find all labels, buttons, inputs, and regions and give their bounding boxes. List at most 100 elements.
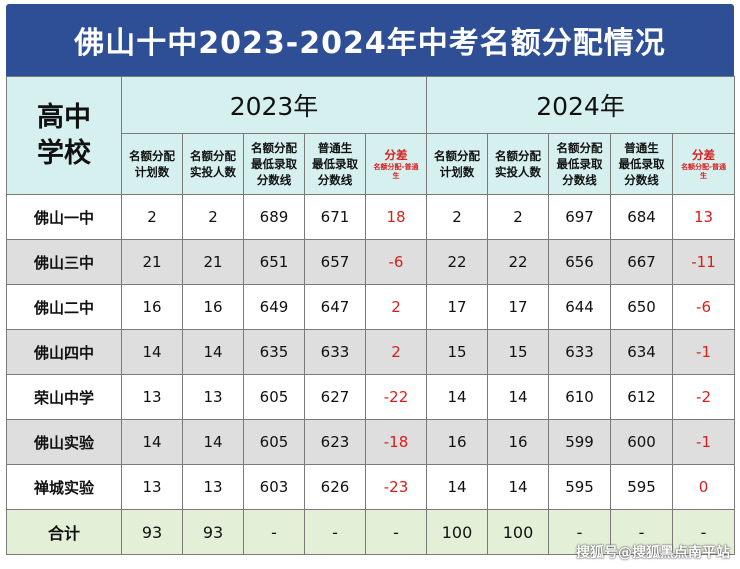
value-cell: 16 xyxy=(487,419,550,465)
diff-cell: - xyxy=(364,509,428,555)
value-cell: 100 xyxy=(487,509,550,555)
col-header-2023-4: 普通生 最低录取 分数线 xyxy=(304,133,366,195)
diff-cell: -18 xyxy=(364,419,428,465)
col-header-2024-2: 名额分配 实投人数 xyxy=(487,133,550,195)
value-cell: 600 xyxy=(610,419,674,465)
value-cell: 635 xyxy=(243,329,305,375)
diff-label: 分差 xyxy=(384,148,408,162)
col-header-2023-3: 名额分配 最低录取 分数线 xyxy=(243,133,305,195)
value-cell: 650 xyxy=(610,284,674,330)
quota-table: 高中 学校 2023年 2024年 名额分配 计划数 名额分配 实投人数 名额分配 最低录… xyxy=(6,76,736,555)
table-row: 荣山中学 13 13 605 627 -22 14 14 610 612 -2 xyxy=(6,374,736,420)
value-cell: 626 xyxy=(304,464,366,510)
diff-cell: 2 xyxy=(364,329,428,375)
diff-note: 生 xyxy=(700,172,708,180)
col-header-2024-3: 名额分配 最低录取 分数线 xyxy=(548,133,612,195)
diff-cell: - xyxy=(672,509,736,555)
diff-cell: 18 xyxy=(364,194,428,240)
value-cell: 671 xyxy=(304,194,366,240)
col-header-line: 最低录取 xyxy=(556,157,603,171)
diff-label: 分差 xyxy=(692,148,716,162)
table-row: 佛山一中 2 2 689 671 18 2 2 697 684 13 xyxy=(6,194,736,240)
school-name: 禅城实验 xyxy=(6,464,122,510)
value-cell: 14 xyxy=(182,329,244,375)
diff-cell: -1 xyxy=(672,419,736,465)
school-name: 佛山一中 xyxy=(6,194,122,240)
diff-header-2023: 分差 名额分配-普通生 xyxy=(364,133,428,195)
value-cell: 17 xyxy=(426,284,489,330)
table-row: 佛山四中 14 14 635 633 2 15 15 633 634 -1 xyxy=(6,329,736,375)
col-header-line: 名额分配 xyxy=(129,149,175,163)
total-row: 合计 93 93- - -100 100- - - xyxy=(6,509,736,555)
page-title: 佛山十中2023-2024年中考名额分配情况 xyxy=(6,4,734,76)
value-cell: 634 xyxy=(610,329,674,375)
col-header-line: 最低录取 xyxy=(251,157,297,171)
value-cell: 599 xyxy=(548,419,612,465)
value-cell: 595 xyxy=(548,464,612,510)
value-cell: 2 xyxy=(121,194,183,240)
value-cell: - xyxy=(243,509,305,555)
col-header-line: 普通生 xyxy=(317,141,353,155)
value-cell: 649 xyxy=(243,284,305,330)
value-cell: 647 xyxy=(304,284,366,330)
value-cell: 623 xyxy=(304,419,366,465)
value-cell: 612 xyxy=(610,374,674,420)
col-header-line: 普通生 xyxy=(624,141,659,155)
value-cell: 16 xyxy=(182,284,244,330)
value-cell: - xyxy=(304,509,366,555)
value-cell: 2 xyxy=(487,194,550,240)
value-cell: 93 xyxy=(121,509,183,555)
value-cell: 684 xyxy=(610,194,674,240)
value-cell: - xyxy=(548,509,612,555)
value-cell: 16 xyxy=(121,284,183,330)
value-cell: 595 xyxy=(610,464,674,510)
value-cell: 15 xyxy=(426,329,489,375)
value-cell: 14 xyxy=(426,464,489,510)
total-label: 合计 xyxy=(6,509,122,555)
value-cell: 610 xyxy=(548,374,612,420)
col-header-line: 最低录取 xyxy=(618,157,665,171)
col-header-2023-1: 名额分配 计划数 xyxy=(121,133,183,195)
value-cell: 17 xyxy=(487,284,550,330)
school-header-line-2: 学校 xyxy=(37,137,91,169)
value-cell: 14 xyxy=(487,374,550,420)
diff-cell: -6 xyxy=(364,239,428,285)
col-header-line: 计划数 xyxy=(439,165,475,179)
school-name: 佛山二中 xyxy=(6,284,122,330)
value-cell: 667 xyxy=(610,239,674,285)
value-cell: 14 xyxy=(426,374,489,420)
value-cell: 644 xyxy=(548,284,612,330)
diff-cell: -1 xyxy=(672,329,736,375)
value-cell: - xyxy=(610,509,674,555)
diff-cell: 0 xyxy=(672,464,736,510)
col-header-2024-1: 名额分配 计划数 xyxy=(426,133,489,195)
value-cell: 13 xyxy=(182,374,244,420)
value-cell: 13 xyxy=(121,374,183,420)
col-header-line: 分数线 xyxy=(624,173,659,187)
year-2023-header: 2023年 xyxy=(120,76,428,134)
value-cell: 656 xyxy=(548,239,612,285)
value-cell: 14 xyxy=(121,419,183,465)
value-cell: 21 xyxy=(182,239,244,285)
col-header-line: 实投人数 xyxy=(495,165,542,179)
value-cell: 16 xyxy=(426,419,489,465)
diff-header-2024: 分差 名额分配-普通生 xyxy=(672,133,736,195)
value-cell: 2 xyxy=(426,194,489,240)
school-column-header: 高中 学校 xyxy=(6,76,122,195)
value-cell: 14 xyxy=(487,464,550,510)
col-header-line: 分数线 xyxy=(317,173,353,187)
diff-cell: -23 xyxy=(364,464,428,510)
school-name: 佛山三中 xyxy=(6,239,122,285)
value-cell: 22 xyxy=(426,239,489,285)
value-cell: 22 xyxy=(487,239,550,285)
value-cell: 605 xyxy=(243,419,305,465)
table-row: 禅城实验 13 13 603 626 -23 14 14 595 595 0 xyxy=(6,464,736,510)
year-2024-header: 2024年 xyxy=(426,76,736,134)
value-cell: 93 xyxy=(182,509,244,555)
diff-cell: -2 xyxy=(672,374,736,420)
table-row: 佛山三中 21 21 651 657 -6 22 22 656 667 -11 xyxy=(6,239,736,285)
diff-cell: -6 xyxy=(672,284,736,330)
col-header-line: 分数线 xyxy=(562,173,597,187)
value-cell: 21 xyxy=(121,239,183,285)
